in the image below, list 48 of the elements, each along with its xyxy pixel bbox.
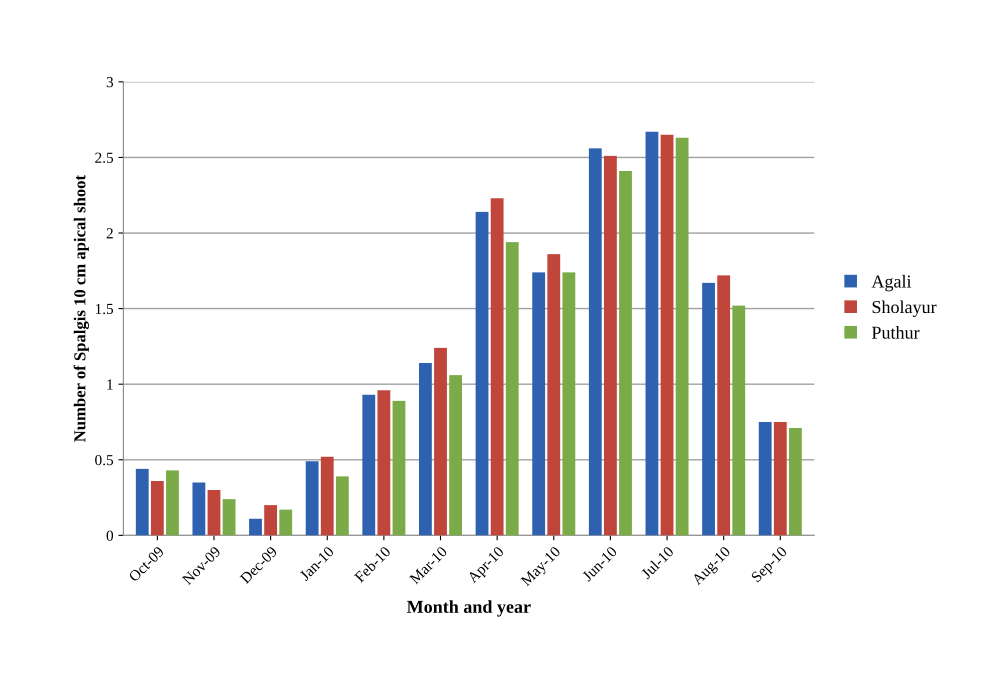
bar <box>150 480 164 536</box>
y-tick-label: 1.5 <box>96 304 114 314</box>
y-tick-label: 1 <box>107 379 113 390</box>
bar <box>588 148 602 536</box>
bar <box>279 510 292 536</box>
bar <box>476 212 488 536</box>
bar <box>758 422 772 536</box>
y-tick-label: 0.5 <box>95 454 114 466</box>
bar <box>619 171 632 536</box>
legend-label: Puthur <box>872 326 920 339</box>
bar <box>377 390 390 536</box>
bar <box>362 394 376 536</box>
y-tick-label: 2 <box>106 228 113 238</box>
bar <box>562 272 576 536</box>
bar <box>547 254 560 536</box>
bar <box>392 400 406 536</box>
x-axis-title: Month and year <box>406 600 531 617</box>
bar <box>434 348 447 536</box>
bar <box>320 456 334 536</box>
bar <box>208 490 220 536</box>
bar <box>192 482 206 536</box>
legend-label: Sholayur <box>872 300 936 317</box>
bar <box>490 198 504 536</box>
bar <box>449 375 462 536</box>
bar <box>660 134 674 536</box>
bar <box>264 505 278 536</box>
bar <box>136 468 149 536</box>
bar <box>222 499 236 536</box>
bar <box>774 422 787 536</box>
bar <box>166 470 179 536</box>
y-tick-label: 3 <box>106 77 114 88</box>
bar <box>506 242 519 536</box>
bar <box>676 138 689 536</box>
bar <box>336 476 349 536</box>
y-tick-label: 0 <box>106 530 114 541</box>
bar <box>717 275 730 536</box>
y-axis-title: Number of Spalgis 10 cm apical shoot <box>74 175 89 442</box>
bar <box>702 282 715 536</box>
bar <box>646 132 658 536</box>
bar <box>732 306 746 536</box>
legend-label: Agali <box>872 274 912 292</box>
bar <box>604 156 617 536</box>
y-tick-label: 2.5 <box>95 152 114 163</box>
bar <box>532 272 546 536</box>
bar <box>418 363 432 536</box>
bar <box>306 461 319 536</box>
bar <box>249 518 262 536</box>
bar <box>788 428 802 536</box>
